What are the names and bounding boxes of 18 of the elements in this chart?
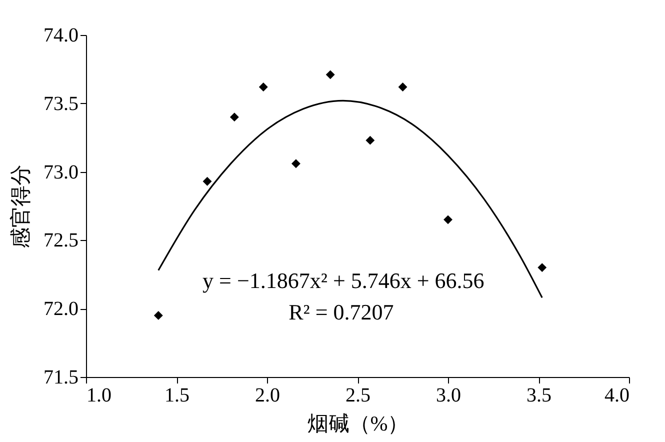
y-tick-label: 73.5 xyxy=(44,92,78,115)
annotation: y = −1.1867x² + 5.746x + 66.56 xyxy=(202,268,484,293)
x-tick-label: 3.5 xyxy=(526,384,552,406)
x-tick-label: 2.5 xyxy=(346,384,370,406)
x-tick-label: 3.0 xyxy=(436,384,461,406)
y-tick-label: 72.5 xyxy=(44,230,78,252)
y-tick-label: 73.0 xyxy=(44,161,78,184)
x-tick-label: 1.5 xyxy=(164,384,190,406)
x-tick-label: 4.0 xyxy=(604,384,630,406)
y-tick-label: 74.0 xyxy=(44,24,78,46)
y-axis-title: 感官得分 xyxy=(8,164,32,248)
x-axis-title: 烟碱（%） xyxy=(307,412,409,436)
annotation: R² = 0.7207 xyxy=(288,300,394,324)
x-tick-label: 1.0 xyxy=(86,384,112,406)
y-tick-label: 71.5 xyxy=(44,366,78,388)
x-tick-label: 2.0 xyxy=(255,384,280,406)
line-series xyxy=(158,100,543,298)
y-tick-label: 72.0 xyxy=(44,298,78,320)
